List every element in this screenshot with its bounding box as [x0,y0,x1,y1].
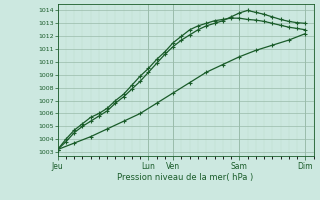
X-axis label: Pression niveau de la mer( hPa ): Pression niveau de la mer( hPa ) [117,173,254,182]
